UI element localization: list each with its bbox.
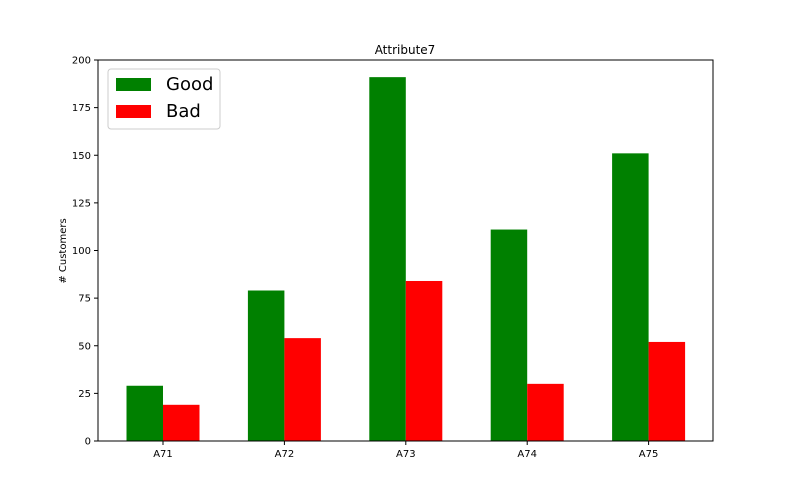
legend-label-good: Good [166,74,213,95]
y-tick-label-150: 150 [72,151,91,162]
bar-good-a74 [490,229,528,441]
x-tick-label-a75: A75 [639,449,659,460]
y-tick-label-0: 0 [85,437,91,448]
y-tick-label-25: 25 [78,389,91,400]
x-tick-label-a72: A72 [275,449,295,460]
bar-good-a73 [369,77,406,442]
legend-swatch-bad [116,105,151,118]
plot-frame [97,59,714,442]
chart-title: Attribute7 [375,43,436,57]
bar-bad-a72 [284,338,321,441]
bar-bad-a75 [648,341,686,441]
y-tick-label-75: 75 [78,294,91,305]
bar-bad-a71 [163,404,200,441]
legend-label-bad: Bad [166,101,201,122]
x-tick-label-a74: A74 [517,449,537,460]
y-tick-label-200: 200 [72,56,91,67]
y-tick-label-50: 50 [78,341,91,352]
y-tick-label-100: 100 [72,246,91,257]
y-axis-label: # Customers [58,218,69,283]
bars-group [126,77,686,442]
x-axis: A71 A72 A73 A74 A75 [153,441,658,460]
bar-good-a72 [247,290,285,441]
bar-good-a75 [612,153,649,441]
bar-good-a71 [126,385,163,441]
x-tick-label-a73: A73 [396,449,416,460]
y-axis: 0 25 50 75 100 125 150 175 200 [72,56,98,448]
legend: Good Bad [107,68,221,130]
bar-bad-a74 [527,383,564,441]
bar-bad-a73 [405,280,443,441]
y-tick-label-175: 175 [72,103,91,114]
y-tick-label-125: 125 [72,198,91,209]
legend-swatch-good [116,78,151,91]
x-tick-label-a71: A71 [153,449,173,460]
